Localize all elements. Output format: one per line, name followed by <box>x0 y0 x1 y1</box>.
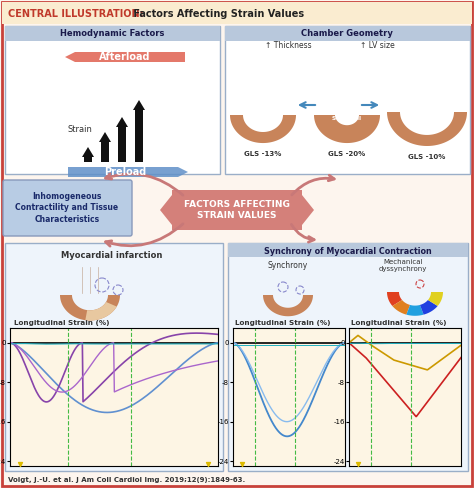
FancyBboxPatch shape <box>228 243 468 257</box>
Text: GLS -13%: GLS -13% <box>244 151 282 157</box>
Polygon shape <box>392 300 410 315</box>
FancyBboxPatch shape <box>172 190 302 230</box>
Text: EDV 200 ml: EDV 200 ml <box>408 104 446 109</box>
FancyBboxPatch shape <box>5 26 220 41</box>
FancyBboxPatch shape <box>3 180 132 236</box>
Text: Mechanical
dyssynchrony: Mechanical dyssynchrony <box>379 259 427 271</box>
FancyBboxPatch shape <box>2 2 472 24</box>
Text: ↑ Thickness: ↑ Thickness <box>265 41 311 50</box>
Text: CENTRAL ILLUSTRATION:: CENTRAL ILLUSTRATION: <box>8 9 144 19</box>
Text: GLS -10%: GLS -10% <box>408 154 446 160</box>
Text: Myocardial infarction: Myocardial infarction <box>61 250 163 260</box>
Polygon shape <box>314 115 380 143</box>
Point <box>238 460 246 468</box>
Text: Longitudinal Strain (%): Longitudinal Strain (%) <box>351 320 447 326</box>
Polygon shape <box>133 100 145 110</box>
Text: Strain: Strain <box>68 125 93 135</box>
Text: Inhomogeneous
Contractility and Tissue
Characteristics: Inhomogeneous Contractility and Tissue C… <box>16 192 118 224</box>
Text: Preload: Preload <box>104 167 146 177</box>
Text: Afterload: Afterload <box>99 52 151 62</box>
Polygon shape <box>263 295 313 316</box>
Polygon shape <box>406 305 424 316</box>
Polygon shape <box>302 195 314 225</box>
Text: Longitudinal Strain (%): Longitudinal Strain (%) <box>14 320 109 326</box>
Polygon shape <box>420 300 438 315</box>
Text: Synchrony of Myocardial Contraction: Synchrony of Myocardial Contraction <box>264 246 432 256</box>
Text: Voigt, J.-U. et al. J Am Coll Cardiol Img. 2019;12(9):1849-63.: Voigt, J.-U. et al. J Am Coll Cardiol Im… <box>8 477 245 483</box>
Polygon shape <box>99 132 111 142</box>
FancyBboxPatch shape <box>228 243 468 471</box>
Polygon shape <box>65 52 185 62</box>
FancyBboxPatch shape <box>118 125 126 162</box>
FancyBboxPatch shape <box>5 26 220 174</box>
Polygon shape <box>60 295 120 321</box>
Text: FACTORS AFFECTING
STRAIN VALUES: FACTORS AFFECTING STRAIN VALUES <box>184 200 290 220</box>
Text: EDV 130 ml: EDV 130 ml <box>244 107 282 113</box>
Polygon shape <box>428 292 443 306</box>
Text: ↑ LV size: ↑ LV size <box>360 41 395 50</box>
Text: EDV 130 ml: EDV 130 ml <box>328 107 366 113</box>
Polygon shape <box>116 117 128 127</box>
Polygon shape <box>85 302 117 321</box>
FancyBboxPatch shape <box>101 140 109 162</box>
FancyBboxPatch shape <box>5 243 223 471</box>
Text: Synchrony: Synchrony <box>268 261 308 269</box>
Text: Longitudinal Strain (%): Longitudinal Strain (%) <box>235 320 330 326</box>
Polygon shape <box>387 112 467 146</box>
Point <box>17 460 24 468</box>
Point <box>354 460 362 468</box>
Text: GLS -20%: GLS -20% <box>328 151 365 157</box>
Text: SV 75 ml: SV 75 ml <box>412 114 442 119</box>
Polygon shape <box>160 195 172 225</box>
FancyBboxPatch shape <box>84 155 92 162</box>
FancyBboxPatch shape <box>135 108 143 162</box>
Polygon shape <box>82 147 94 157</box>
FancyBboxPatch shape <box>225 26 470 174</box>
Text: SV 75 ml: SV 75 ml <box>332 117 362 122</box>
Polygon shape <box>68 167 188 177</box>
Point <box>204 460 211 468</box>
FancyBboxPatch shape <box>225 26 470 41</box>
Polygon shape <box>387 292 402 306</box>
Text: Hemodynamic Factors: Hemodynamic Factors <box>60 29 164 39</box>
Polygon shape <box>230 115 296 143</box>
Text: SV 75 ml: SV 75 ml <box>248 117 278 122</box>
Text: Chamber Geometry: Chamber Geometry <box>301 29 393 39</box>
Text: Factors Affecting Strain Values: Factors Affecting Strain Values <box>130 9 304 19</box>
